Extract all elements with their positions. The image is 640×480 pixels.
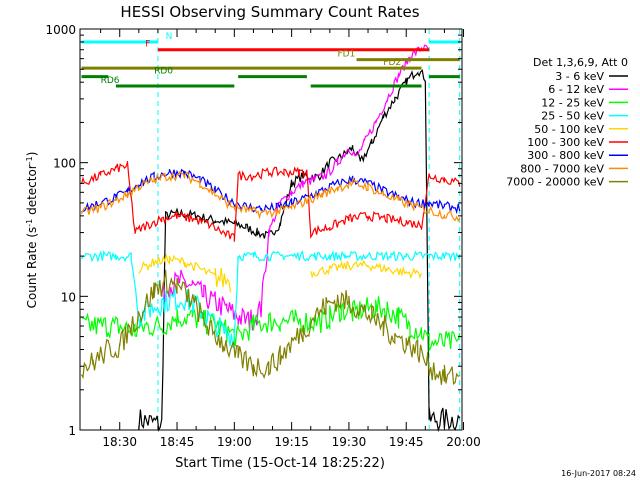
x-axis-label: Start Time (15-Oct-14 18:25:22) xyxy=(175,456,385,471)
state-bar-label-fd2: FD2 xyxy=(383,58,401,68)
series-line-7 xyxy=(80,170,461,223)
x-tick-label-3: 19:15 xyxy=(274,435,309,449)
y-tick-label-1: 10 xyxy=(61,290,76,304)
series-line-2 xyxy=(81,296,461,353)
legend-title: Det 1,3,6,9, Att 0 xyxy=(533,56,628,69)
state-bar-label-rd6: RD6 xyxy=(101,76,120,86)
state-bar-label-rd0: RD0 xyxy=(154,67,173,77)
x-tick-label-1: 18:45 xyxy=(160,435,195,449)
state-bar-label-fd1: FD1 xyxy=(337,50,355,60)
plot-area: N F FD1 FD2 RD0 RD6 18:30 18:45 19:00 19:15 19:30 1… xyxy=(45,23,480,449)
series-line-8 xyxy=(80,269,460,386)
legend-label-6: 300 - 800 keV xyxy=(527,149,604,162)
y-axis-label: Count Rate (s-1 detector-1) xyxy=(25,152,40,309)
y-tick-label-3: 1000 xyxy=(45,23,76,37)
legend-label-7: 800 - 7000 keV xyxy=(520,162,604,175)
legend-label-1: 6 - 12 keV xyxy=(548,83,604,96)
x-tick-label-6: 20:00 xyxy=(446,435,481,449)
legend-label-5: 100 - 300 keV xyxy=(527,136,604,149)
state-bar-label-n: N xyxy=(166,32,173,42)
x-tick-label-2: 19:00 xyxy=(217,435,252,449)
plot-frame xyxy=(79,28,463,431)
series-line-5 xyxy=(80,161,461,242)
legend-label-0: 3 - 6 keV xyxy=(555,70,604,83)
state-bar-label-f: F xyxy=(145,40,150,50)
series-line-0 xyxy=(138,69,461,433)
series-line-1 xyxy=(161,44,430,331)
x-tick-label-0: 18:30 xyxy=(102,435,137,449)
series-line-3 xyxy=(80,249,461,348)
x-tick-label-5: 19:45 xyxy=(389,435,424,449)
legend-label-8: 7000 - 20000 keV xyxy=(506,176,604,189)
legend-label-4: 50 - 100 keV xyxy=(534,123,604,136)
chart-title: HESSI Observing Summary Count Rates xyxy=(120,3,419,21)
legend-label-2: 12 - 25 keV xyxy=(541,96,604,109)
y-tick-label-2: 100 xyxy=(53,157,76,171)
timestamp: 16-Jun-2017 08:24 xyxy=(561,469,636,478)
series-line-4 xyxy=(138,252,423,293)
legend-label-3: 25 - 50 keV xyxy=(541,110,604,123)
x-tick-label-4: 19:30 xyxy=(332,435,367,449)
y-tick-label-0: 1 xyxy=(68,424,76,438)
